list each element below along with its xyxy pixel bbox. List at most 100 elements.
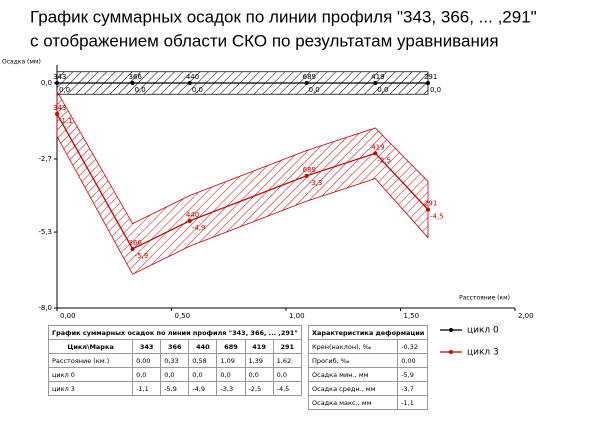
point xyxy=(55,111,59,116)
table-cell: -4,9 xyxy=(188,381,218,396)
x-tick-label: 0,50 xyxy=(175,312,191,320)
point xyxy=(55,81,59,85)
point xyxy=(130,246,135,251)
table-row: Осадка макс., мм -1,1 xyxy=(307,395,429,410)
error-band xyxy=(56,89,429,275)
table-cell: График суммарных осадок по линии профиля… xyxy=(48,325,302,340)
point-label: 343 xyxy=(53,104,66,112)
table-cell: -2,5 xyxy=(244,381,274,396)
legend-marker xyxy=(449,350,453,354)
point-label: 689 xyxy=(303,73,316,81)
point-label: 689 xyxy=(303,166,316,174)
x-tick-label: 1,50 xyxy=(404,312,420,320)
point-label: 419 xyxy=(371,143,384,151)
table-cell: 689 xyxy=(216,339,246,354)
table-cell: Осадка средн., мм xyxy=(307,381,399,396)
value-label: 0,0 xyxy=(430,86,441,94)
table-cell: Осадка мин., мм xyxy=(307,367,399,382)
table-cell: Расстояние (км.) xyxy=(47,353,134,368)
table-row: цикл 3 -1,1 -5,9 -4,9 -3,3 -2,5 -4,5 xyxy=(47,381,302,396)
table-cell: Осадка макс., мм xyxy=(307,395,399,410)
value-label: -4,9 xyxy=(192,224,206,232)
point-label: 291 xyxy=(424,200,437,208)
table-cell: 0,0 xyxy=(132,367,162,382)
point-label: 440 xyxy=(186,73,199,81)
table-cell: -3,7 xyxy=(397,381,429,396)
point xyxy=(187,81,192,85)
point-label: 419 xyxy=(371,73,384,81)
table-cell: 343 xyxy=(132,339,162,354)
point xyxy=(425,207,430,212)
point-label: 366 xyxy=(129,73,143,81)
table-row: Крен(наклон), ‰ -0,32 xyxy=(307,339,429,354)
table-row: Осадка средн., мм -3,7 xyxy=(307,381,429,396)
table-cell: -1,1 xyxy=(397,395,429,410)
table-row: цикл 0 0,0 0,0 0,0 0,0 0,0 0,0 xyxy=(47,367,302,382)
y-axis-label: Осадка (мм) xyxy=(2,59,41,66)
point xyxy=(373,151,378,156)
legend-label: цикл 0 xyxy=(467,326,499,336)
table-cell: Крен(наклон), ‰ xyxy=(307,339,399,354)
point-label: 291 xyxy=(424,73,437,81)
deformation-table: Характеристика деформации Крен(наклон), ‰… xyxy=(307,325,429,410)
table-cell: -5,9 xyxy=(160,381,190,396)
table-row: График суммарных осадок по линии профиля… xyxy=(48,325,302,340)
table-cell: -1,1 xyxy=(132,381,162,396)
table-cell: цикл 3 xyxy=(47,381,134,396)
table-cell: 1,39 xyxy=(244,353,274,368)
value-label: -1,1 xyxy=(59,117,73,125)
y-tick-label: -5,3 xyxy=(38,228,52,236)
value-label: -5,9 xyxy=(135,252,149,260)
table-cell: 0,0 xyxy=(160,367,190,382)
table-cell: -0,32 xyxy=(397,339,429,354)
y-tick-label: 0,0 xyxy=(41,79,52,87)
table-cell: Цикл\Марка xyxy=(47,339,134,354)
y-tick-label: -2,7 xyxy=(38,155,52,163)
point xyxy=(304,173,309,178)
point xyxy=(373,81,378,85)
table-cell: Характеристика деформации xyxy=(307,325,429,340)
chart-title: График суммарных осадок по линии профиля… xyxy=(30,7,537,26)
table-cell: 0,0 xyxy=(272,367,302,382)
value-label: 0,0 xyxy=(377,86,388,94)
table-cell: -3,3 xyxy=(216,381,246,396)
table-cell: 440 xyxy=(188,339,218,354)
table-cell: 0,0 xyxy=(244,367,274,382)
table-cell: 0,33 xyxy=(160,353,190,368)
table-row: Осадка мин., мм -5,9 xyxy=(307,367,429,382)
table-cell: 1,09 xyxy=(216,353,246,368)
point xyxy=(304,81,309,85)
table-cell: 291 xyxy=(272,339,302,354)
point xyxy=(130,81,135,85)
table-row: Характеристика деформации xyxy=(307,325,429,340)
table-cell: 0,00 xyxy=(132,353,162,368)
point xyxy=(187,218,192,223)
table-cell: 0,0 xyxy=(188,367,218,382)
table-cell: 0,0 xyxy=(216,367,246,382)
table-row: Цикл\Марка 343 366 440 689 419 291 xyxy=(47,339,302,354)
value-label: 0,0 xyxy=(192,86,203,94)
value-label: 0,0 xyxy=(135,86,146,94)
table-cell: цикл 0 xyxy=(47,367,134,382)
summary-table: График суммарных осадок по линии профиля… xyxy=(47,325,302,396)
legend-marker xyxy=(449,328,453,332)
value-label: 0,0 xyxy=(309,86,320,94)
chart-subtitle: с отображением области СКО по результата… xyxy=(30,31,499,50)
table-cell: 0,58 xyxy=(188,353,218,368)
value-label: 0,0 xyxy=(59,86,70,94)
table-cell: 419 xyxy=(244,339,274,354)
point-label: 366 xyxy=(129,239,143,247)
table-cell: 366 xyxy=(160,339,190,354)
table-cell: Прогиб, ‰ xyxy=(307,353,399,368)
point-label: 343 xyxy=(53,73,66,81)
table-cell: -5,9 xyxy=(397,367,429,382)
legend-label: цикл 3 xyxy=(467,348,499,358)
point-label: 440 xyxy=(186,211,199,219)
point xyxy=(425,81,430,85)
x-tick-label: 2,00 xyxy=(518,312,534,320)
value-label: -3,3 xyxy=(309,179,323,187)
value-label: -4,5 xyxy=(430,213,444,221)
y-tick-label: -8,0 xyxy=(38,304,52,312)
